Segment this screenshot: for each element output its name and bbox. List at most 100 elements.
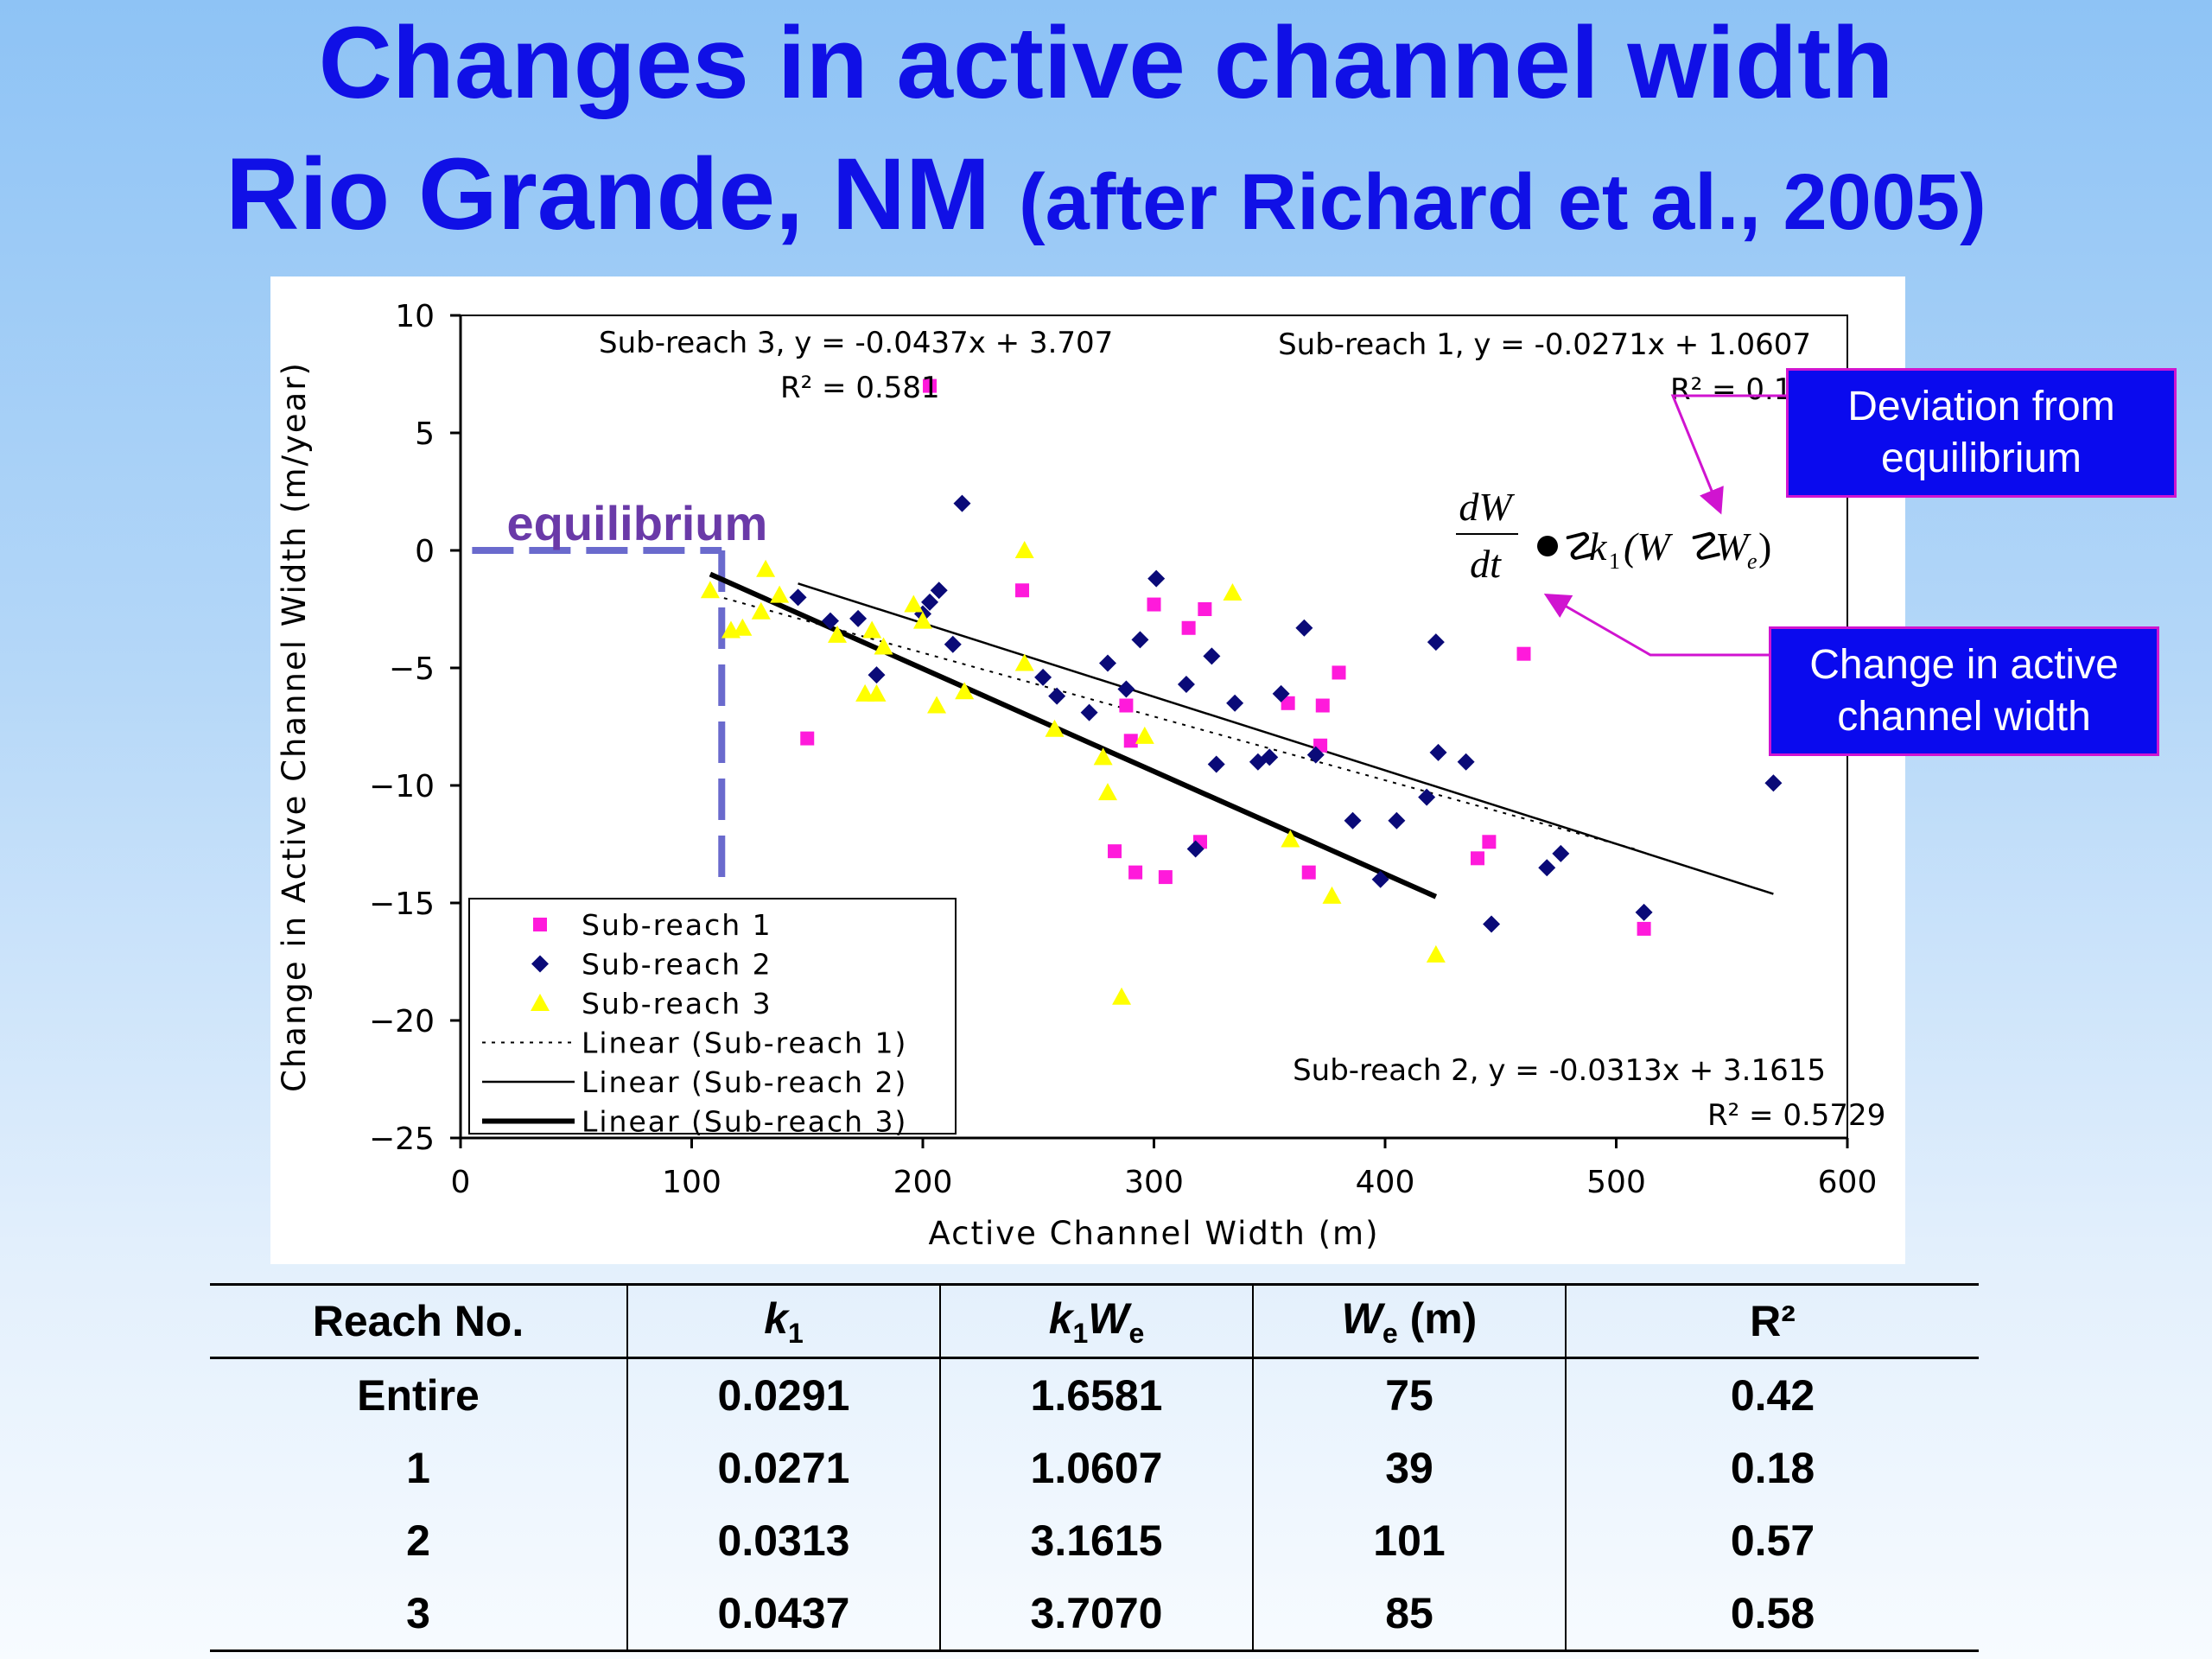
point-subreach-3 bbox=[1093, 747, 1113, 766]
table-row: Entire 0.0291 1.6581 75 0.42 bbox=[210, 1357, 1979, 1432]
point-subreach-3 bbox=[913, 611, 932, 629]
legend-label: Linear (Sub-reach 1) bbox=[582, 1027, 907, 1060]
deviation-callout: Deviation from equilibrium bbox=[1786, 368, 2177, 498]
trendline-equation-3: Sub-reach 3, y = -0.0437x + 3.707 bbox=[599, 326, 1113, 360]
point-subreach-2 bbox=[921, 593, 939, 611]
data-points bbox=[700, 378, 1783, 1005]
point-subreach-3 bbox=[874, 637, 893, 655]
header-we: We (m) bbox=[1252, 1284, 1566, 1358]
cell-k1: 0.0437 bbox=[626, 1577, 940, 1651]
point-subreach-1 bbox=[1637, 921, 1651, 936]
cell-reach: 2 bbox=[406, 1516, 430, 1565]
point-subreach-2 bbox=[1186, 840, 1205, 858]
legend-box bbox=[468, 898, 957, 1135]
chart-panel: 10 5 0 −5 −10 −15 −20 −25 0 100 200 300 400 500 600 Act… bbox=[270, 276, 1905, 1264]
point-subreach-2 bbox=[1429, 743, 1447, 761]
legend-label: Linear (Sub-reach 3) bbox=[582, 1105, 907, 1139]
point-subreach-1 bbox=[1471, 851, 1484, 866]
point-subreach-2 bbox=[1427, 633, 1445, 652]
equation-k-sub: 1 bbox=[1609, 549, 1620, 574]
point-subreach-3 bbox=[700, 581, 720, 599]
scatter-chart: 10 5 0 −5 −10 −15 −20 −25 0 100 200 300 400 500 600 Act… bbox=[276, 299, 1885, 1252]
slide-subtitle: Rio Grande, NM (after Richard et al., 20… bbox=[0, 143, 2212, 245]
point-subreach-2 bbox=[1764, 774, 1783, 792]
trendline-r2-2: R² = 0.5729 bbox=[1707, 1098, 1885, 1133]
chart-legend: Sub-reach 1 Sub-reach 2 Sub-reach 3 Linear … bbox=[468, 898, 957, 1139]
equilibrium-label: equilibrium bbox=[507, 496, 768, 550]
trendlines bbox=[709, 571, 1774, 899]
point-subreach-2 bbox=[1207, 755, 1225, 773]
cell-k1: 0.0271 bbox=[626, 1432, 940, 1504]
point-subreach-1 bbox=[800, 731, 815, 746]
table-header-row: Reach No. k1 k1We We (m) R² bbox=[210, 1284, 1979, 1358]
point-subreach-1 bbox=[1516, 646, 1531, 661]
header-reach: Reach No. bbox=[312, 1297, 524, 1345]
point-subreach-2 bbox=[1418, 788, 1436, 806]
legend-marker-2 bbox=[531, 955, 549, 973]
x-tick-label: 0 bbox=[451, 1165, 471, 1200]
point-subreach-1 bbox=[1128, 865, 1143, 880]
trendline-r2-3: R² = 0.581 bbox=[780, 371, 940, 405]
point-subreach-1 bbox=[1147, 597, 1161, 612]
y-tick-label: −15 bbox=[369, 887, 435, 922]
point-subreach-2 bbox=[1344, 811, 1362, 830]
point-subreach-3 bbox=[1322, 886, 1342, 904]
y-tick-label: −5 bbox=[389, 652, 435, 687]
subtitle-location: Rio Grande, NM bbox=[226, 137, 991, 251]
point-subreach-2 bbox=[1080, 703, 1098, 721]
point-subreach-3 bbox=[1112, 987, 1132, 1005]
header-k1: k1 bbox=[626, 1284, 940, 1358]
legend-label: Sub-reach 1 bbox=[582, 908, 772, 942]
cell-reach: 3 bbox=[406, 1589, 430, 1637]
point-subreach-3 bbox=[927, 696, 947, 714]
cell-k1: 0.0313 bbox=[626, 1504, 940, 1577]
change-callout: Change in active channel width bbox=[1769, 626, 2159, 756]
point-subreach-3 bbox=[751, 601, 771, 620]
x-tick-label: 600 bbox=[1818, 1165, 1878, 1200]
cell-we: 85 bbox=[1252, 1577, 1566, 1651]
x-axis-label: Active Channel Width (m) bbox=[928, 1215, 1379, 1252]
point-subreach-2 bbox=[930, 582, 948, 600]
point-subreach-2 bbox=[849, 609, 868, 627]
point-subreach-3 bbox=[1426, 944, 1446, 963]
cell-k1we: 1.0607 bbox=[939, 1432, 1253, 1504]
point-subreach-2 bbox=[1295, 619, 1313, 637]
point-subreach-3 bbox=[733, 618, 753, 636]
cell-reach: 1 bbox=[406, 1444, 430, 1492]
point-subreach-2 bbox=[1272, 684, 1290, 702]
table-row: 3 0.0437 3.7070 85 0.58 bbox=[210, 1577, 1979, 1651]
point-subreach-2 bbox=[1483, 915, 1501, 933]
point-subreach-1 bbox=[1108, 844, 1122, 859]
cell-k1: 0.0291 bbox=[626, 1357, 940, 1432]
point-subreach-1 bbox=[1181, 620, 1196, 635]
x-tick-label: 300 bbox=[1124, 1165, 1184, 1200]
point-subreach-2 bbox=[822, 612, 839, 630]
point-subreach-1 bbox=[1332, 665, 1346, 680]
cell-k1we: 3.7070 bbox=[939, 1577, 1253, 1651]
x-tick-label: 500 bbox=[1586, 1165, 1646, 1200]
point-subreach-2 bbox=[1131, 631, 1149, 649]
point-subreach-3 bbox=[862, 620, 882, 639]
y-tick-label: −20 bbox=[369, 1004, 435, 1039]
point-subreach-1 bbox=[1301, 865, 1316, 880]
equation-we-sub: e bbox=[1747, 549, 1758, 574]
point-subreach-2 bbox=[944, 635, 962, 653]
equation-body: (W bbox=[1624, 524, 1673, 569]
equation: dW dt ☡ k 1 (W ☡ W e ) bbox=[1456, 485, 1771, 586]
trendline-equation-1: Sub-reach 1, y = -0.0271x + 1.0607 bbox=[1278, 327, 1811, 362]
table-row: 2 0.0313 3.1615 101 0.57 bbox=[210, 1504, 1979, 1577]
point-subreach-2 bbox=[789, 588, 807, 607]
point-subreach-1 bbox=[1015, 583, 1030, 598]
point-subreach-3 bbox=[867, 683, 887, 702]
y-tick-label: 0 bbox=[415, 534, 435, 569]
point-subreach-2 bbox=[1147, 569, 1166, 588]
point-subreach-2 bbox=[868, 666, 886, 684]
cell-r2: 0.57 bbox=[1565, 1504, 1979, 1577]
cell-we: 39 bbox=[1252, 1432, 1566, 1504]
point-subreach-2 bbox=[1538, 859, 1556, 877]
legend-label: Linear (Sub-reach 2) bbox=[582, 1065, 907, 1099]
y-tick-label: 5 bbox=[415, 416, 435, 452]
trendline-subreach-3 bbox=[709, 571, 1438, 899]
trendline-subreach-2 bbox=[798, 582, 1774, 895]
legend-label: Sub-reach 2 bbox=[582, 948, 772, 982]
